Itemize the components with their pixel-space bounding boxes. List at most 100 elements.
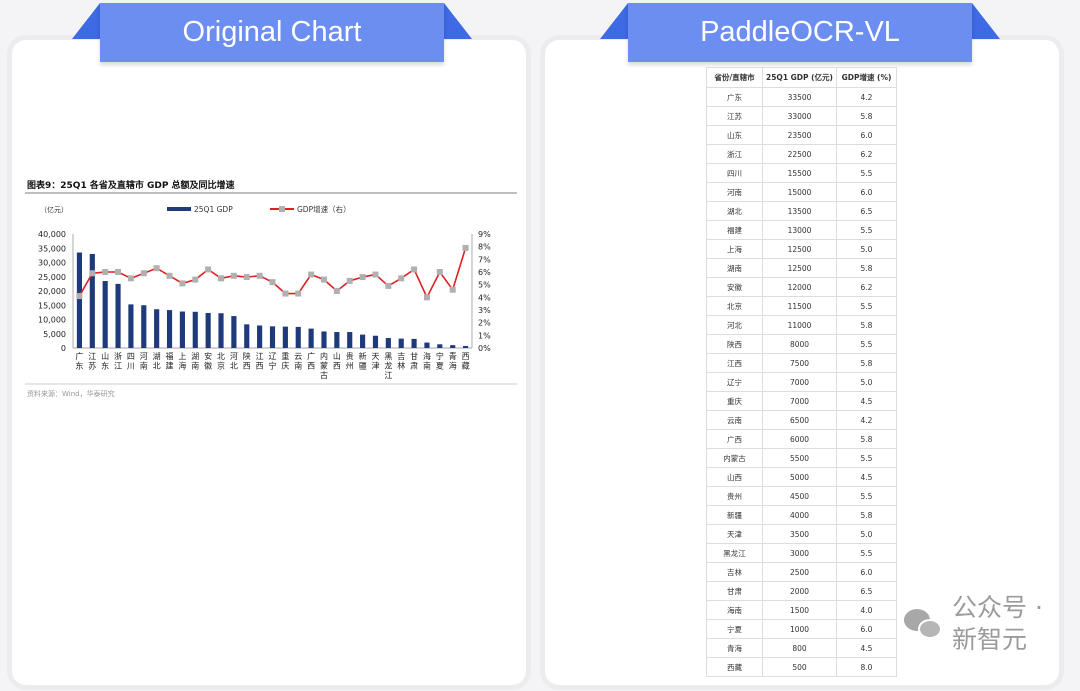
category-label: 西	[307, 362, 315, 371]
original-chart-banner: Original Chart	[72, 3, 472, 62]
category-label: 南	[294, 361, 302, 371]
category-label: 上	[178, 352, 186, 361]
category-label: 江	[256, 352, 264, 361]
table-cell: 广东	[706, 87, 763, 107]
growth-marker	[462, 244, 469, 251]
legend-bar-swatch	[167, 207, 191, 211]
table-cell: 甘肃	[706, 581, 763, 601]
gdp-bar	[218, 313, 224, 348]
table-cell: 8000	[762, 334, 837, 354]
category-label: 湖	[191, 352, 199, 361]
gdp-bar	[372, 335, 379, 348]
gdp-bar	[334, 332, 340, 348]
growth-marker	[127, 275, 134, 282]
table-row: 湖北 13500 6.5	[706, 201, 897, 221]
gdp-bar	[76, 252, 83, 348]
left-tick-label: 0	[61, 344, 66, 353]
table-row: 贵州 4500 5.5	[706, 486, 897, 506]
category-label: 云	[294, 352, 302, 361]
table-cell: 5500	[762, 448, 837, 468]
growth-marker	[115, 269, 122, 275]
category-label: 蒙	[320, 361, 328, 371]
table-cell: 12500	[762, 239, 837, 259]
gdp-bar	[462, 346, 469, 348]
table-cell: 12000	[762, 277, 837, 297]
legend-line-marker	[279, 206, 285, 212]
table-cell: 新疆	[706, 505, 763, 525]
gdp-bar	[308, 328, 314, 348]
table-row: 广东 33500 4.2	[706, 87, 897, 107]
table-cell: 11500	[762, 296, 837, 316]
table-cell: 重庆	[706, 391, 763, 411]
table-row: 青海 800 4.5	[706, 638, 897, 658]
category-label: 山	[101, 351, 109, 361]
growth-marker	[89, 270, 96, 277]
category-label: 福	[166, 352, 174, 361]
category-label: 甘	[410, 351, 418, 361]
table-cell: 23500	[762, 125, 837, 145]
category-label: 北	[217, 352, 225, 361]
gdp-bar	[89, 253, 95, 348]
table-cell: 5.8	[836, 106, 897, 126]
chart-title: 图表9：25Q1 各省及直辖市 GDP 总额及同比增速	[27, 179, 235, 191]
category-label: 南	[191, 361, 199, 371]
category-label: 西	[256, 362, 264, 371]
table-cell: 13000	[762, 220, 837, 240]
table-cell: 湖南	[706, 258, 763, 278]
table-cell: 5.5	[836, 448, 897, 468]
left-tick-label: 15,000	[38, 301, 66, 310]
right-tick-label: 9%	[478, 230, 491, 239]
category-label: 津	[371, 361, 379, 371]
table-row: 山东 23500 6.0	[706, 125, 897, 145]
gdp-bar	[360, 334, 366, 348]
gdp-chart: 图表9：25Q1 各省及直辖市 GDP 总额及同比增速 （亿元） 25Q1 GD…	[25, 179, 517, 398]
gdp-bar	[450, 345, 456, 348]
growth-marker	[346, 277, 353, 284]
table-cell: 湖北	[706, 201, 763, 221]
table-cell: 5.8	[836, 429, 897, 449]
growth-marker	[372, 271, 379, 278]
table-cell: 12500	[762, 258, 837, 278]
table-row: 陕西 8000 5.5	[706, 334, 897, 354]
gdp-bar	[282, 326, 288, 348]
table-cell: 1000	[762, 619, 837, 639]
category-label: 古	[320, 370, 328, 380]
gdp-bar	[166, 310, 173, 348]
table-cell: 青海	[706, 638, 763, 658]
watermark-text: 公众号 · 新智元	[952, 593, 1043, 654]
right-tick-label: 5%	[478, 281, 491, 290]
growth-marker	[102, 269, 109, 275]
table-row: 新疆 4000 5.8	[706, 505, 897, 525]
table-cell: 4.5	[836, 638, 897, 658]
table-cell: 5000	[762, 467, 837, 487]
growth-marker	[295, 290, 302, 297]
growth-marker	[320, 276, 327, 283]
table-cell: 河南	[706, 182, 763, 202]
table-cell: 山东	[706, 125, 763, 145]
gdp-bar	[179, 311, 185, 348]
table-cell: 四川	[706, 163, 763, 183]
gdp-bar	[102, 281, 108, 348]
category-label: 肃	[410, 361, 418, 371]
growth-marker	[179, 280, 186, 287]
table-row: 湖南 12500 5.8	[706, 258, 897, 278]
table-row: 重庆 7000 4.5	[706, 391, 897, 411]
category-label: 庆	[281, 361, 289, 371]
table-row: 北京 11500 5.5	[706, 296, 897, 316]
left-axis-unit: （亿元）	[40, 205, 68, 214]
category-label: 天	[371, 352, 379, 361]
table-cell: 6000	[762, 429, 837, 449]
table-cell: 800	[762, 638, 837, 658]
growth-marker	[153, 265, 160, 272]
table-cell: 安徽	[706, 277, 763, 297]
gdp-bar	[269, 326, 276, 348]
table-cell: 5.8	[836, 505, 897, 525]
table-row: 西藏 500 8.0	[706, 657, 897, 677]
table-row: 江西 7500 5.8	[706, 353, 897, 373]
growth-marker	[398, 275, 405, 282]
left-tick-label: 5,000	[43, 330, 66, 339]
table-cell: 江苏	[706, 106, 763, 126]
right-tick-label: 8%	[478, 243, 491, 252]
paddleocr-banner: PaddleOCR-VL	[600, 3, 1000, 62]
table-cell: 5.8	[836, 353, 897, 373]
